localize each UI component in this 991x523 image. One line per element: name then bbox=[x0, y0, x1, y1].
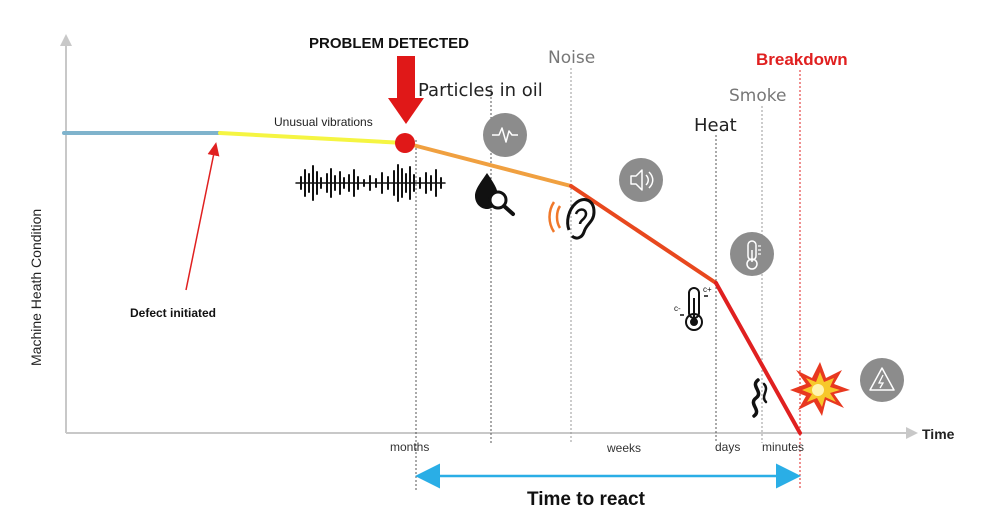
condition-curve bbox=[62, 131, 802, 435]
speaker-badge-icon bbox=[619, 158, 663, 202]
stage-label-heat: Heat bbox=[694, 115, 737, 136]
problem-marker bbox=[388, 56, 424, 153]
tick-weeks: weeks bbox=[606, 441, 641, 455]
tick-minutes: minutes bbox=[762, 440, 804, 454]
pulse-badge-icon bbox=[483, 113, 527, 157]
stage-label-particles: Particles in oil bbox=[418, 80, 543, 101]
problem-arrow-head bbox=[388, 98, 424, 124]
smoke-icon bbox=[751, 378, 768, 418]
explosion-icon bbox=[790, 362, 850, 416]
problem-detected-dot bbox=[395, 133, 415, 153]
axes bbox=[60, 34, 918, 439]
y-axis-arrowhead bbox=[60, 34, 72, 46]
svg-text:c-: c- bbox=[674, 304, 681, 313]
stage-label-smoke: Smoke bbox=[729, 86, 786, 106]
x-axis-arrowhead bbox=[906, 427, 918, 439]
curve-early bbox=[218, 131, 407, 145]
problem-detected-label: PROBLEM DETECTED bbox=[309, 35, 469, 52]
svg-text:c+: c+ bbox=[703, 285, 712, 294]
y-axis-label: Machine Heath Condition bbox=[28, 209, 44, 366]
thermometer-icon: c- c+ bbox=[674, 285, 712, 331]
ear-sound-icon bbox=[548, 198, 596, 240]
oil-drop-magnifier-icon bbox=[475, 173, 515, 216]
thermometer-badge-icon bbox=[730, 232, 774, 276]
tick-days: days bbox=[715, 440, 740, 454]
guide-lines bbox=[415, 68, 763, 490]
time-to-react-label: Time to react bbox=[527, 489, 646, 510]
problem-arrow-shaft bbox=[397, 56, 415, 100]
curve-mid bbox=[403, 141, 573, 188]
defect-initiated-label: Defect initiated bbox=[130, 306, 216, 320]
warning-badge-icon bbox=[860, 358, 904, 402]
x-axis-label: Time bbox=[922, 426, 955, 442]
stage-label-noise: Noise bbox=[548, 48, 595, 68]
breakdown-label: Breakdown bbox=[756, 50, 848, 69]
stage-label-vibrations: Unusual vibrations bbox=[274, 115, 373, 129]
curve-late-2 bbox=[714, 281, 802, 435]
curve-late-1 bbox=[569, 184, 718, 285]
vibration-waveform-icon bbox=[295, 164, 446, 202]
tick-months: months bbox=[390, 440, 429, 454]
defect-arrow bbox=[185, 142, 220, 291]
